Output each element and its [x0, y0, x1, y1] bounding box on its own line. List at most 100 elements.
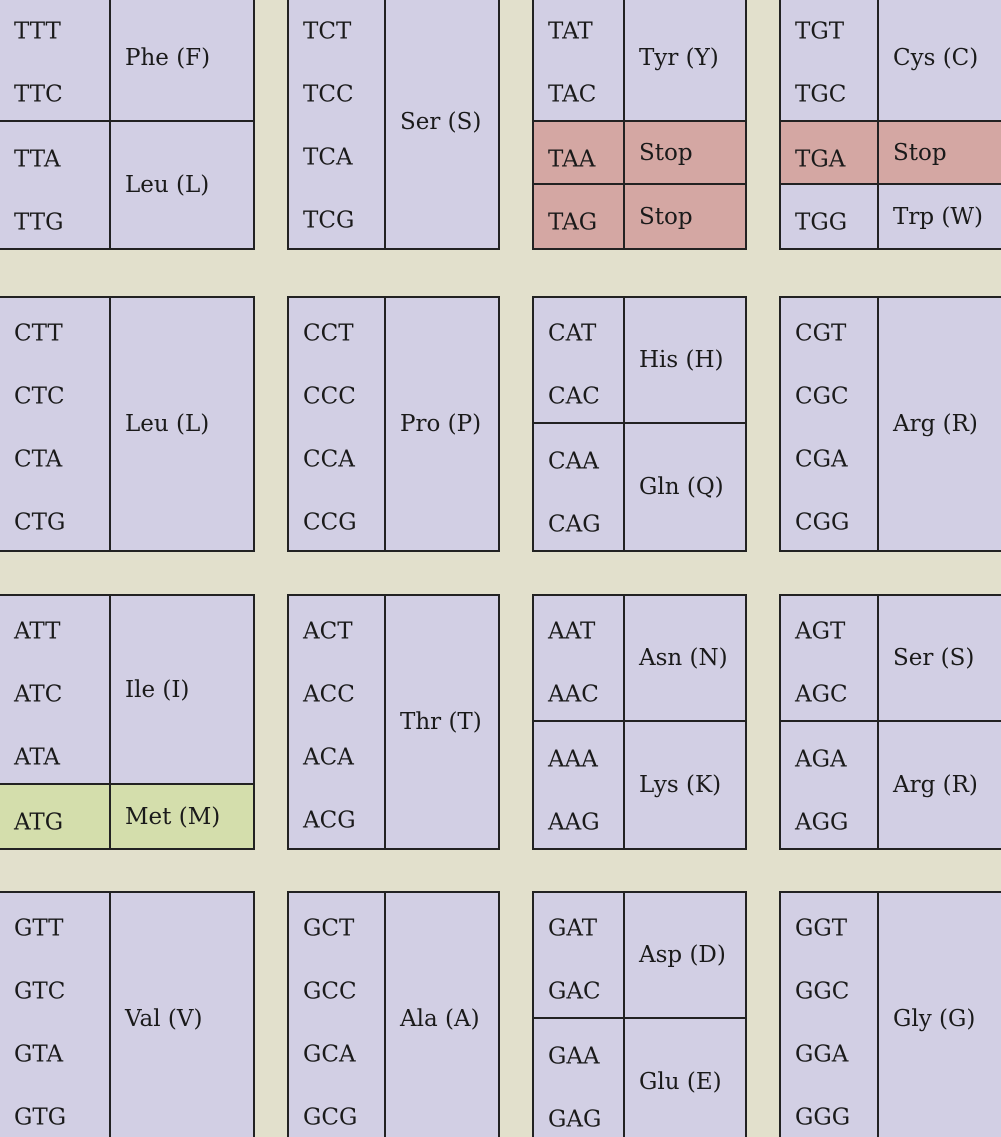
codon-label: ACG: [303, 807, 356, 833]
codon-column: TGT TGC: [781, 0, 879, 120]
codon-label: CCA: [303, 446, 355, 472]
codon-label: CGC: [795, 383, 849, 409]
codon-column: TGG: [781, 185, 879, 248]
amino-acid-label: Lys (K): [639, 772, 722, 798]
codon-label: CTG: [14, 509, 66, 535]
codon-column: AAT AAC: [534, 596, 625, 720]
codon-group: GTT GTC GTA GTG Val (V): [0, 893, 253, 1137]
codon-label: GCT: [303, 915, 355, 941]
codon-label: GCG: [303, 1104, 358, 1130]
codon-column: GAA GAG: [534, 1019, 625, 1137]
codon-label: TGT: [795, 18, 845, 44]
stop-codon-group: TAA Stop: [534, 120, 745, 183]
codon-block: TTT TTC Phe (F) TTA TTG Leu (L): [0, 0, 255, 250]
codon-column: TGA: [781, 122, 879, 183]
codon-group: CCT CCC CCA CCG Pro (P): [289, 298, 498, 550]
codon-block: CTT CTC CTA CTG Leu (L): [0, 296, 255, 552]
codon-column: GGT GGC GGA GGG: [781, 893, 879, 1137]
codon-label: TAC: [548, 81, 597, 107]
codon-group: TTT TTC Phe (F): [0, 0, 253, 120]
amino-acid-label: Pro (P): [400, 411, 482, 437]
codon-column: TAT TAC: [534, 0, 625, 120]
codon-label: CTT: [14, 320, 63, 346]
codon-column: ACT ACC ACA ACG: [289, 596, 386, 848]
codon-block: AAT AAC Asn (N) AAA AAG Lys (K): [532, 594, 747, 850]
codon-column: GAT GAC: [534, 893, 625, 1017]
amino-acid-label: Asn (N): [639, 645, 728, 671]
codon-group: GAA GAG Glu (E): [534, 1017, 745, 1137]
codon-label: ACC: [303, 681, 355, 707]
codon-label: CGT: [795, 320, 847, 346]
codon-label: TCA: [303, 144, 353, 170]
codon-column: CAT CAC: [534, 298, 625, 422]
codon-label: CGA: [795, 446, 848, 472]
amino-acid-label: His (H): [639, 347, 724, 373]
codon-column: ATG: [0, 785, 111, 848]
codon-group: CTT CTC CTA CTG Leu (L): [0, 298, 253, 550]
codon-label: ATC: [14, 681, 63, 707]
amino-acid-label: Leu (L): [125, 411, 210, 437]
codon-label: AAT: [548, 618, 596, 644]
codon-group: AGA AGG Arg (R): [781, 720, 1001, 848]
codon-label: GAA: [548, 1043, 600, 1069]
codon-block: TAT TAC Tyr (Y) TAA Stop TAG Stop: [532, 0, 747, 250]
codon-column: AGA AGG: [781, 722, 879, 848]
codon-label: CTA: [14, 446, 63, 472]
codon-label: ATT: [14, 618, 61, 644]
codon-label: TAA: [548, 146, 596, 172]
codon-column: ATT ATC ATA: [0, 596, 111, 783]
codon-label: CTC: [14, 383, 65, 409]
codon-group: CAT CAC His (H): [534, 298, 745, 422]
codon-group: TGT TGC Cys (C): [781, 0, 1001, 120]
codon-block: ACT ACC ACA ACG Thr (T): [287, 594, 500, 850]
codon-block: CAT CAC His (H) CAA CAG Gln (Q): [532, 296, 747, 552]
codon-label: TAT: [548, 18, 593, 44]
codon-group: AGT AGC Ser (S): [781, 596, 1001, 720]
codon-column: CGT CGC CGA CGG: [781, 298, 879, 550]
codon-group: GAT GAC Asp (D): [534, 893, 745, 1017]
codon-block: TGT TGC Cys (C) TGA Stop TGG Trp (W): [779, 0, 1001, 250]
codon-column: CTT CTC CTA CTG: [0, 298, 111, 550]
codon-group: TTA TTG Leu (L): [0, 120, 253, 248]
codon-label: TGG: [795, 209, 848, 235]
amino-acid-label: Ala (A): [400, 1006, 480, 1032]
codon-label: CCG: [303, 509, 357, 535]
codon-label: TAG: [548, 209, 598, 235]
codon-label: TCC: [303, 81, 354, 107]
codon-column: TTA TTG: [0, 122, 111, 248]
codon-group: TAT TAC Tyr (Y): [534, 0, 745, 120]
codon-label: TTC: [14, 81, 63, 107]
codon-label: CAC: [548, 383, 600, 409]
amino-acid-label: Trp (W): [893, 203, 983, 230]
amino-acid-label: Met (M): [125, 803, 221, 830]
codon-label: CGG: [795, 509, 850, 535]
codon-group: ATT ATC ATA Ile (I): [0, 596, 253, 783]
codon-label: GAG: [548, 1106, 602, 1132]
codon-label: TGA: [795, 146, 846, 172]
codon-label: CCC: [303, 383, 356, 409]
amino-acid-label: Tyr (Y): [639, 45, 719, 71]
codon-group: GGT GGC GGA GGG Gly (G): [781, 893, 1001, 1137]
codon-group: AAT AAC Asn (N): [534, 596, 745, 720]
codon-group: TGG Trp (W): [781, 183, 1001, 248]
codon-label: ATG: [14, 809, 64, 835]
codon-block: GGT GGC GGA GGG Gly (G): [779, 891, 1001, 1137]
codon-column: TAA: [534, 122, 625, 183]
codon-column: CAA CAG: [534, 424, 625, 550]
codon-label: GGT: [795, 915, 848, 941]
codon-label: GGC: [795, 978, 850, 1004]
codon-block: ATT ATC ATA Ile (I) ATG Met (M): [0, 594, 255, 850]
codon-label: CCT: [303, 320, 354, 346]
amino-acid-label: Thr (T): [400, 709, 482, 735]
amino-acid-label: Asp (D): [639, 942, 726, 968]
codon-block: GAT GAC Asp (D) GAA GAG Glu (E): [532, 891, 747, 1137]
amino-acid-label: Ile (I): [125, 676, 190, 703]
amino-acid-label: Ser (S): [400, 109, 482, 135]
codon-block: GTT GTC GTA GTG Val (V): [0, 891, 255, 1137]
codon-label: CAG: [548, 511, 601, 537]
codon-label: GGG: [795, 1104, 851, 1130]
codon-group: GCT GCC GCA GCG Ala (A): [289, 893, 498, 1137]
codon-label: AGT: [795, 618, 846, 644]
codon-block: CGT CGC CGA CGG Arg (R): [779, 296, 1001, 552]
codon-block: AGT AGC Ser (S) AGA AGG Arg (R): [779, 594, 1001, 850]
